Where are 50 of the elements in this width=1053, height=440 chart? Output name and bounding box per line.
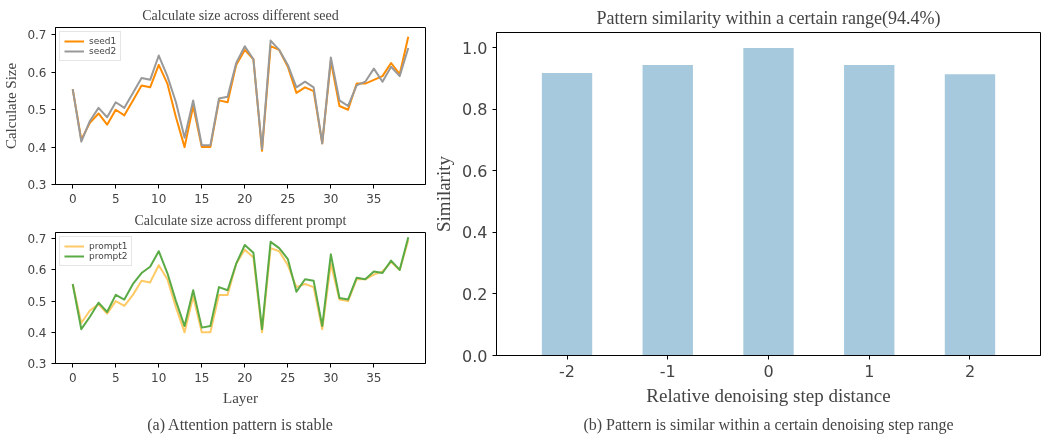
y-tick-label: 0.6 (27, 65, 47, 80)
x-tick-label: 0 (68, 191, 77, 206)
x-tick-label: 0 (763, 361, 774, 381)
legend-label: seed1 (89, 36, 117, 46)
text: (b) Pattern is similar within a certain denoising step range (583, 415, 954, 434)
legend-label: prompt2 (89, 251, 128, 261)
y-tick-label: 0.3 (27, 178, 47, 192)
y-tick-label: 0.6 (462, 161, 488, 181)
legend-label: seed2 (89, 46, 117, 56)
y-tick-label: 0.4 (27, 325, 47, 340)
x-tick-label: 25 (280, 191, 296, 206)
y-tick-label: 0.5 (27, 294, 47, 309)
x-axis-title: Relative denoising step distance (646, 384, 891, 406)
y-tick-label: 1.0 (462, 38, 488, 58)
legend-label: prompt1 (89, 241, 128, 251)
text: (a) Attention pattern is stable (147, 415, 333, 434)
x-tick-label: 0 (68, 370, 77, 385)
x-tick-label: 10 (151, 191, 167, 206)
y-tick-label: 0.8 (462, 100, 488, 120)
x-tick-label: 5 (111, 191, 120, 206)
x-tick-label: 35 (366, 370, 382, 385)
x-tick-label: -2 (559, 361, 575, 381)
x-tick-label: 10 (151, 370, 167, 385)
y-tick-label: 0.4 (27, 140, 47, 155)
x-tick-label: 30 (323, 191, 339, 206)
y-tick-label: 0.2 (462, 284, 488, 304)
y-tick-label: 0.4 (462, 223, 488, 243)
x-tick-label: 20 (237, 191, 253, 206)
x-tick-label: 2 (964, 361, 976, 381)
chart-title: Calculate size across different prompt (134, 212, 347, 228)
y-axis-title: Calculate Size (3, 62, 20, 150)
x-tick-label: 5 (111, 370, 120, 385)
y-tick-label: 0.5 (27, 103, 47, 118)
y-tick-label: 0.3 (27, 357, 47, 371)
x-tick-label: 15 (194, 370, 210, 385)
y-tick-label: 0.7 (27, 28, 47, 43)
y-tick-label: 0.7 (27, 232, 47, 247)
chart-title: Calculate size across different seed (142, 7, 339, 23)
chart-title: Pattern similarity within a certain range(94.4%) (596, 7, 941, 29)
x-tick-label: 20 (237, 370, 253, 385)
x-tick-label: 35 (366, 191, 382, 206)
x-axis-title: Layer (223, 389, 258, 406)
x-tick-label: 30 (323, 370, 339, 385)
y-tick-label: 0.0 (462, 346, 488, 366)
x-tick-label: -1 (659, 361, 676, 381)
y-axis-title: Similarity (433, 155, 455, 232)
y-tick-label: 0.6 (27, 263, 47, 278)
x-tick-label: 1 (864, 361, 875, 381)
x-tick-label: 25 (280, 370, 296, 385)
x-tick-label: 15 (194, 191, 210, 206)
